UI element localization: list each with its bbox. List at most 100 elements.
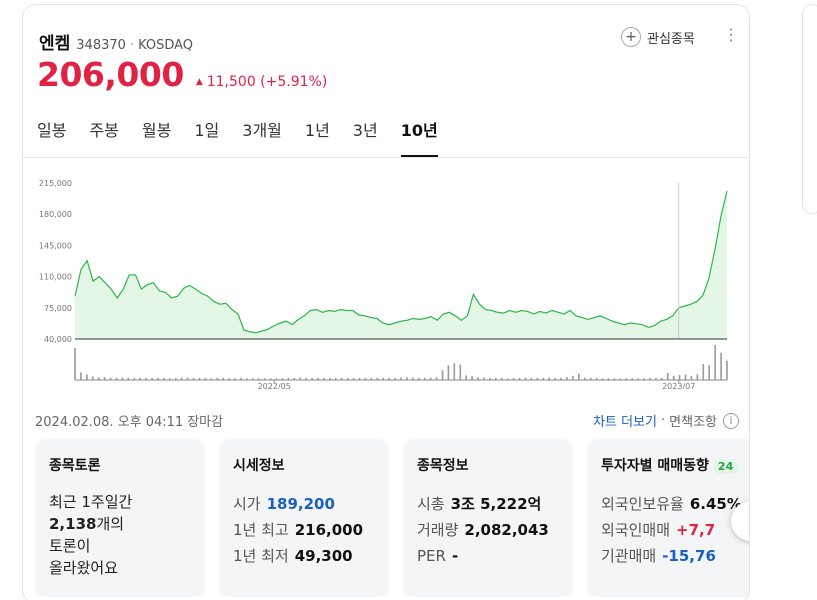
tab-monthly[interactable]: 월봉 xyxy=(141,121,172,140)
volume-bar xyxy=(661,377,663,380)
stock-info-box[interactable]: 종목정보 시총 3조 5,222억 거래량 2,082,043 PER - xyxy=(403,439,573,597)
volume-bar xyxy=(86,374,88,380)
volume-bar xyxy=(157,377,159,380)
volume-bar xyxy=(139,377,141,380)
market-cap-row: 시총 3조 5,222억 xyxy=(417,491,559,517)
investor-box[interactable]: 투자자별 매매동향 24 외국인보유율 6.45% 외국인매매 +7,7 기관매매 -1… xyxy=(587,439,749,597)
watchlist-button[interactable]: + 관심종목 xyxy=(621,27,695,47)
volume-bar xyxy=(471,376,473,381)
volume-bar xyxy=(370,377,373,380)
tab-3year[interactable]: 3년 xyxy=(352,121,378,140)
volume-bar xyxy=(358,377,361,380)
volume-bar xyxy=(257,378,260,381)
volume-bar xyxy=(477,377,479,380)
volume-bar xyxy=(483,377,485,381)
market-info-title: 시세정보 xyxy=(233,458,285,474)
volume-bar xyxy=(346,377,349,380)
price-area-fill xyxy=(75,191,727,339)
tab-10year[interactable]: 10년 xyxy=(400,117,438,157)
volume-bar xyxy=(74,347,76,380)
volume-bar xyxy=(263,378,266,381)
tab-1year[interactable]: 1년 xyxy=(304,121,330,140)
volume-bar xyxy=(352,377,355,380)
market-cap-label: 시총 xyxy=(417,495,445,513)
volume-bar xyxy=(335,377,337,380)
volume-bar xyxy=(423,377,426,380)
price-chart[interactable]: 215,000 180,000 145,000 110,000 75,000 40,000… xyxy=(23,167,750,389)
volume-bar xyxy=(542,377,545,380)
discussion-line1: 최근 1주일간 xyxy=(49,493,133,511)
tab-3month[interactable]: 3개월 xyxy=(242,121,282,140)
institution-trade-value: -15,76 xyxy=(662,547,716,565)
volume-bar xyxy=(518,377,521,380)
volume-bar xyxy=(459,364,462,380)
tab-1day[interactable]: 1일 xyxy=(194,121,220,140)
year-low-label: 1년 최저 xyxy=(233,547,289,565)
volume-bar xyxy=(684,374,687,380)
stock-market: KOSDAQ xyxy=(138,38,194,53)
volume-bar xyxy=(554,377,556,380)
chart-more-link[interactable]: 차트 더보기 xyxy=(593,415,658,430)
volume-bar xyxy=(234,378,236,381)
volume-bar xyxy=(216,377,219,380)
volume-bar xyxy=(429,377,432,381)
volume-bar xyxy=(601,378,604,381)
volume-bar xyxy=(210,378,213,381)
volume-bar xyxy=(441,370,444,380)
volume-bar xyxy=(726,360,728,381)
more-vertical-icon[interactable]: ⋮ xyxy=(723,25,739,44)
volume-bar xyxy=(548,377,550,381)
x-tick-label: 2022/05 xyxy=(258,382,291,389)
volume-bar xyxy=(163,377,165,380)
discussion-box[interactable]: 종목토론 최근 1주일간 2,138개의 토론이 올라왔어요 xyxy=(35,439,205,597)
volume-bar xyxy=(240,377,242,380)
timestamp: 2024.02.08. 오후 04:11 장마감 xyxy=(35,411,227,430)
volume-bar xyxy=(400,377,402,381)
foreign-trade-label: 외국인매매 xyxy=(601,521,671,539)
tab-weekly[interactable]: 주봉 xyxy=(89,121,119,140)
y-axis-ticks: 215,000 180,000 145,000 110,000 75,000 40,000 xyxy=(39,179,72,344)
volume-bar xyxy=(97,377,100,380)
volume-bar xyxy=(649,377,651,380)
volume-bar xyxy=(435,377,438,380)
volume-bar xyxy=(506,378,509,381)
volume-bar xyxy=(412,377,414,381)
market-state: 장마감 xyxy=(187,415,224,430)
status-separator: · xyxy=(661,413,666,428)
volume-bar xyxy=(222,377,224,380)
disclaimer-link[interactable]: 면책조항 xyxy=(669,415,717,430)
stock-name[interactable]: 엔켐 xyxy=(39,34,71,54)
discussion-line4: 올라왔어요 xyxy=(49,559,119,577)
volume-bar xyxy=(696,374,699,380)
volume-bar xyxy=(489,377,491,380)
volume-bar xyxy=(103,377,106,380)
volume-bar xyxy=(204,377,207,380)
volume-bar xyxy=(714,345,716,380)
year-high-value: 216,000 xyxy=(294,521,364,539)
next-button[interactable]: › xyxy=(731,501,749,541)
year-low-row: 1년 최저 49,300 xyxy=(233,543,375,569)
year-high-row: 1년 최고 216,000 xyxy=(233,517,375,543)
status-links: 차트 더보기 · 면책조항 i xyxy=(593,411,739,430)
volume-bar xyxy=(530,377,533,380)
volume-bar xyxy=(720,352,722,380)
volume-bar xyxy=(382,377,384,380)
volume-bar xyxy=(121,377,124,381)
volume-bar xyxy=(394,377,396,380)
volume-bar xyxy=(560,377,562,380)
per-label: PER xyxy=(417,547,446,565)
volume-bar xyxy=(340,377,343,380)
volume-bar xyxy=(133,377,136,380)
info-icon[interactable]: i xyxy=(723,412,739,429)
volume-bar xyxy=(631,378,633,381)
volume-bar xyxy=(317,377,319,380)
period-tabs: 일봉 주봉 월봉 1일 3개월 1년 3년 10년 xyxy=(37,117,461,157)
market-info-box[interactable]: 시세정보 시가 189,200 1년 최고 216,000 1년 최저 49,300 xyxy=(219,439,389,597)
plus-icon: + xyxy=(621,27,641,47)
status-row: 2024.02.08. 오후 04:11 장마감 차트 더보기 · 면책조항 i xyxy=(35,411,739,430)
volume-bar xyxy=(311,377,313,380)
volume-bar xyxy=(169,378,171,381)
volume-bar xyxy=(299,377,301,381)
tab-daily[interactable]: 일봉 xyxy=(37,121,67,140)
volume-row: 거래량 2,082,043 xyxy=(417,517,559,543)
